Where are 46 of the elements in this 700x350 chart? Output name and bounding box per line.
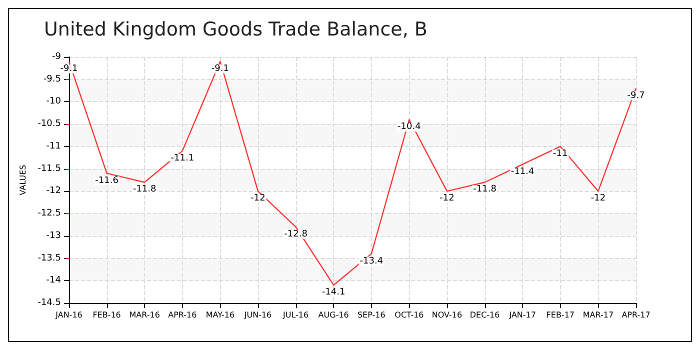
data-label: -9.7 [627,90,645,101]
x-tick-label: FEB-17 [546,310,575,320]
data-label: -14.1 [322,288,346,298]
data-label: -12 [440,194,454,204]
x-tick-label: SEP-16 [357,310,386,320]
x-tick-label: AUG-16 [318,310,349,320]
data-label: -11.1 [170,153,194,164]
x-tick-label: APR-17 [622,310,650,320]
x-tick-label: JUN-16 [243,310,272,320]
data-label: -9.1 [60,64,78,74]
data-label: -11 [553,148,568,159]
data-label: -12 [250,194,266,204]
data-label: -11.8 [473,184,497,195]
x-tick-label: OCT-16 [394,310,424,320]
data-label: -9.1 [211,64,229,74]
y-tick-label: -10 [46,96,62,107]
y-tick-label: -12.5 [38,208,61,219]
data-label: -12 [590,194,606,204]
y-tick-label: -12 [46,186,61,196]
y-tick-label: -11 [46,141,61,152]
y-tick-label: -14 [46,276,62,286]
data-label: -10.4 [398,122,422,132]
x-tick-label: NOV-16 [432,310,462,320]
y-tick-label: -10.5 [38,119,61,130]
x-tick-label: APR-16 [168,310,197,320]
chart-title: United Kingdom Goods Trade Balance, B [44,18,428,40]
y-tick-label: -9.5 [43,74,61,84]
y-tick-label: -9 [52,52,62,62]
x-tick-label: JUL-16 [282,310,309,320]
x-tick-label: MAR-17 [582,310,614,320]
x-tick-label: FEB-16 [92,310,121,320]
y-tick-label: -11.5 [38,164,61,174]
y-tick-label: -13 [46,230,61,241]
y-tick-label: -13.5 [38,253,61,264]
x-tick-label: JAN-17 [508,310,536,320]
data-label: -11.6 [95,176,119,186]
y-tick-label: -14.5 [38,298,61,308]
data-label: -13.4 [360,256,384,266]
data-label: -11.8 [132,184,157,195]
x-tick-label: JAN-16 [54,310,82,320]
x-tick-label: DEC-16 [470,310,500,320]
x-tick-label: MAR-16 [129,310,160,320]
data-label: -11.4 [510,166,535,177]
y-axis-title: VALUES [18,164,28,196]
data-label: -12.8 [284,229,308,240]
x-tick-label: MAY-16 [206,310,235,320]
